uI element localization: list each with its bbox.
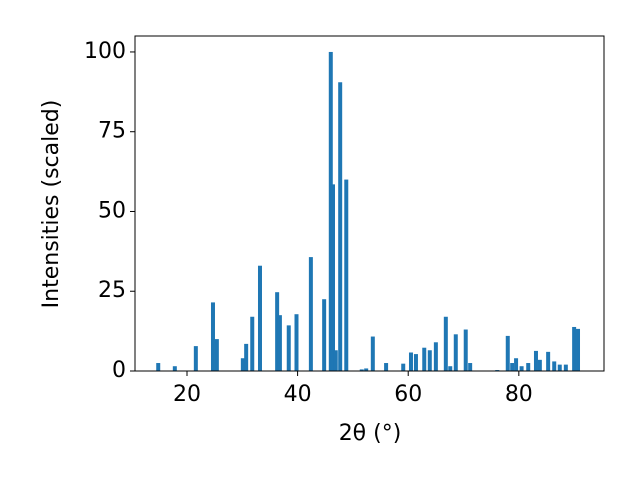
bar [468,363,473,371]
bar [275,292,280,371]
bar [510,363,515,371]
x-tick-label: 20 [173,382,201,407]
bar [537,359,542,371]
bar [448,366,453,371]
x-tick-label: 60 [394,382,422,407]
bar [328,51,333,371]
bar [257,265,262,371]
bar [193,346,198,371]
bar [533,350,538,371]
bar [338,82,343,371]
x-axis-label: 2θ (°) [339,421,402,446]
bar [244,343,249,371]
bar [359,369,364,371]
bar [214,339,219,371]
bar [330,184,335,371]
bar [156,363,161,371]
bar [240,358,245,371]
bar [443,316,448,371]
bar [453,334,458,371]
bar [408,352,413,371]
bar [463,329,468,371]
bar [308,257,313,371]
bar [250,316,255,371]
y-tick-label: 50 [98,198,126,223]
bar [286,325,291,371]
bar [364,368,369,371]
bar [333,350,338,371]
bar [505,335,510,371]
y-axis-label: Intensities (scaled) [39,100,64,309]
x-tick-label: 80 [505,382,533,407]
bar [563,364,568,371]
bar [546,351,551,371]
bar [422,347,427,371]
y-tick-label: 25 [98,278,126,303]
bar [384,363,389,371]
bar [277,315,282,371]
x-tick-label: 40 [284,382,312,407]
bar [322,299,327,371]
bar [427,350,432,371]
bar [433,342,438,371]
bar [572,326,577,371]
bar [210,302,215,371]
bar [294,314,299,371]
bar [576,328,581,371]
bar [413,354,418,371]
y-tick-label: 100 [84,39,126,64]
bar [370,336,375,371]
bar [552,361,557,371]
bar [526,363,531,371]
bar [401,363,406,371]
bar [514,358,519,371]
y-tick-label: 0 [112,358,126,383]
bar [557,364,562,371]
bar [172,366,177,371]
plot-frame [134,35,605,372]
bar [519,366,524,371]
bar [344,179,349,371]
y-tick-label: 75 [98,119,126,144]
